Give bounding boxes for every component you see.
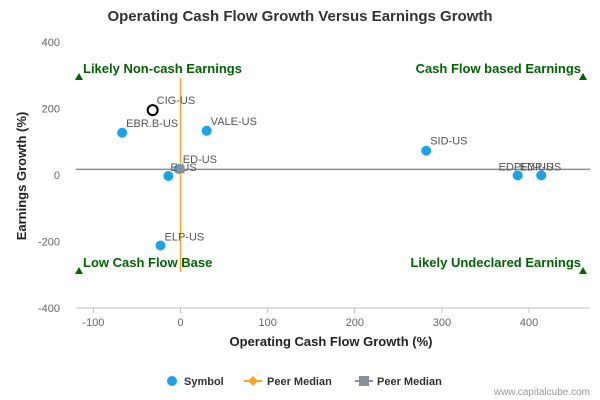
legend-item-symbol[interactable]: Symbol	[167, 376, 224, 388]
y-axis-title: Earnings Growth (%)	[14, 112, 29, 241]
legend-marker-square	[359, 376, 369, 386]
legend-label-peer-median-x: Peer Median	[267, 376, 332, 388]
peer-median-square	[176, 165, 185, 174]
y-tick-label: -400	[38, 303, 60, 315]
quadrant-label-bottom-right: Likely Undeclared Earnings	[410, 255, 581, 270]
legend-label-symbol: Symbol	[184, 376, 224, 388]
data-point-label: CIG-US	[157, 95, 196, 107]
credit-text[interactable]: www.capitalcube.com	[493, 387, 590, 398]
legend-item-peer-median-y[interactable]: Peer Median	[355, 376, 442, 388]
quadrant-markers	[75, 73, 587, 274]
x-tick-label: -100	[82, 317, 104, 329]
legend-marker-circle	[167, 376, 177, 386]
quadrant-triangle-marker	[75, 267, 83, 274]
y-tick-label: 200	[42, 104, 60, 116]
data-point-label: EDP-US	[520, 161, 562, 173]
data-point	[536, 170, 547, 181]
data-point-label: VALE-US	[211, 116, 257, 128]
data-point-label: SID-US	[430, 136, 467, 148]
data-point	[201, 125, 212, 136]
data-point	[155, 240, 166, 251]
data-point-label: ED-US	[183, 154, 217, 166]
chart-title: Operating Cash Flow Growth Versus Earnin…	[107, 8, 492, 25]
quadrant-label-top-left: Likely Non-cash Earnings	[83, 61, 242, 76]
data-point	[117, 127, 128, 138]
legend: Symbol Peer Median Peer Median	[167, 376, 442, 388]
peer-median-marker	[176, 165, 185, 174]
quadrant-label-bottom-left: Low Cash Flow Base	[83, 255, 212, 270]
quadrant-triangle-marker	[75, 73, 83, 80]
data-point	[421, 145, 432, 156]
legend-item-peer-median-x[interactable]: Peer Median	[244, 376, 332, 388]
data-point-label: EDPFY-US	[499, 161, 554, 173]
data-point	[163, 170, 174, 181]
data-point-label: EBR.B-US	[126, 118, 178, 130]
x-tick-label: 0	[177, 317, 183, 329]
quadrant-label-top-right: Cash Flow based Earnings	[416, 61, 581, 76]
data-point-highlight	[146, 104, 159, 117]
plot-area: -100 0 100 200 300 400 -400 -200 0 200 400 Likely…	[38, 37, 590, 329]
y-tick-label: 400	[42, 37, 60, 49]
x-tick-label: 100	[258, 317, 276, 329]
quadrant-triangle-marker	[579, 73, 587, 80]
y-tick-label: -200	[38, 237, 60, 249]
y-tick-label: 0	[54, 170, 60, 182]
x-axis-title: Operating Cash Flow Growth (%)	[230, 334, 433, 349]
x-tick-label: 300	[433, 317, 451, 329]
legend-marker-diamond	[248, 376, 258, 386]
data-point	[512, 170, 523, 181]
legend-label-peer-median-y: Peer Median	[377, 376, 442, 388]
x-tick-label: 200	[346, 317, 364, 329]
data-point-label: ELP-US	[165, 231, 205, 243]
x-tick-label: 400	[520, 317, 538, 329]
y-ticks: -400 -200 0 200 400	[38, 37, 60, 315]
x-ticks: -100 0 100 200 300 400	[82, 308, 538, 329]
quadrant-triangle-marker	[579, 267, 587, 274]
data-points: CIG-USEBR.B-USVALE-USED-USE-USELP-USSID-…	[117, 95, 562, 251]
